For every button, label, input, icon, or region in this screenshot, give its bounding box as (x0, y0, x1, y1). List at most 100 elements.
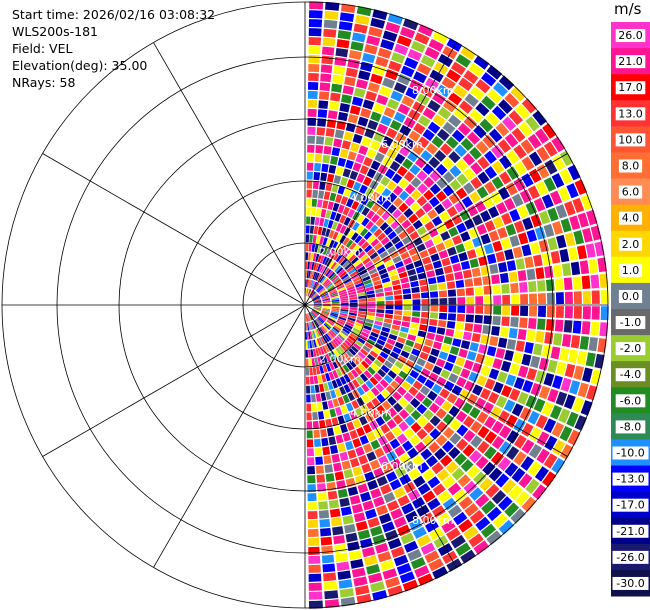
velocity-cell (306, 439, 314, 448)
colorbar-tick-label: 21.0 (618, 55, 643, 68)
velocity-cell (447, 354, 457, 364)
velocity-cell (374, 342, 384, 351)
velocity-cell (515, 258, 526, 270)
velocity-cell (360, 108, 372, 119)
velocity-cell (469, 258, 479, 268)
velocity-cell (311, 310, 319, 316)
velocity-cell (310, 292, 317, 299)
velocity-cell (328, 331, 336, 339)
velocity-cell (413, 122, 426, 135)
velocity-cell (455, 322, 465, 331)
velocity-cell (366, 315, 375, 320)
velocity-cell (317, 483, 327, 492)
velocity-cell (307, 466, 316, 475)
velocity-cell (313, 226, 319, 235)
velocity-cell (521, 156, 535, 171)
velocity-cell (311, 358, 316, 367)
velocity-cell (388, 333, 398, 341)
velocity-cell (340, 309, 349, 312)
velocity-cell (367, 366, 376, 376)
velocity-cell (511, 294, 520, 305)
velocity-cell (420, 85, 435, 98)
velocity-cell (317, 245, 322, 254)
velocity-cell (365, 508, 377, 520)
velocity-cell (568, 349, 579, 364)
velocity-cell (336, 267, 344, 275)
velocity-cell (355, 407, 364, 418)
velocity-cell (329, 329, 337, 337)
velocity-cell (533, 343, 543, 356)
velocity-cell (338, 21, 353, 31)
velocity-cell (368, 335, 378, 342)
velocity-cell (424, 379, 435, 389)
velocity-cell (552, 221, 564, 235)
velocity-cell (351, 399, 360, 410)
velocity-cell (339, 148, 349, 159)
velocity-cell (579, 260, 590, 275)
velocity-cell (513, 451, 527, 466)
velocity-cell (536, 318, 546, 331)
velocity-cell (323, 581, 338, 591)
velocity-cell (533, 398, 546, 413)
velocity-cell (317, 109, 328, 118)
velocity-cell (434, 203, 446, 215)
velocity-cell (308, 19, 323, 28)
velocity-cell (349, 296, 358, 301)
velocity-cell (396, 165, 408, 177)
velocity-cell (312, 253, 317, 262)
velocity-cell (356, 376, 365, 386)
velocity-cell (486, 253, 497, 265)
velocity-cell (306, 279, 308, 288)
velocity-cell (305, 243, 309, 252)
range-label: 6.00km (381, 460, 423, 473)
range-label: 8.00km (412, 514, 454, 527)
velocity-cell (324, 322, 332, 329)
velocity-cell (318, 316, 325, 323)
velocity-cell (376, 355, 386, 364)
velocity-cell (373, 324, 382, 330)
velocity-cell (470, 420, 483, 434)
velocity-cell (559, 168, 573, 185)
velocity-cell (328, 249, 335, 258)
velocity-cell (551, 457, 566, 474)
velocity-cell (380, 364, 390, 374)
velocity-cell (449, 254, 460, 264)
velocity-cell (441, 520, 456, 534)
velocity-cell (442, 413, 454, 426)
velocity-cell (346, 198, 354, 208)
velocity-cell (408, 130, 421, 142)
velocity-cell (369, 376, 379, 386)
velocity-cell (520, 456, 535, 471)
velocity-cell (308, 322, 311, 331)
velocity-cell (434, 395, 446, 407)
velocity-cell (348, 335, 356, 342)
velocity-cell (475, 140, 489, 155)
velocity-cell (425, 77, 440, 91)
velocity-cell (312, 189, 319, 199)
velocity-cell (331, 275, 339, 282)
velocity-cell (340, 344, 348, 352)
velocity-cell (493, 305, 502, 315)
velocity-cell (324, 464, 334, 474)
velocity-cell (313, 298, 321, 303)
velocity-cell (582, 367, 593, 383)
velocity-cell (491, 326, 500, 336)
velocity-cell (346, 350, 354, 359)
velocity-cell (306, 207, 311, 216)
velocity-cell (306, 331, 309, 340)
velocity-cell (415, 266, 425, 274)
velocity-cell (463, 359, 474, 370)
velocity-cell (326, 284, 334, 290)
velocity-cell (435, 163, 448, 176)
velocity-cell (435, 434, 448, 447)
velocity-cell (319, 275, 325, 283)
velocity-cell (385, 295, 394, 301)
velocity-cell (480, 72, 497, 87)
velocity-cell (361, 546, 376, 558)
velocity-cell (420, 368, 431, 378)
velocity-cell (348, 291, 357, 296)
velocity-cell (328, 499, 340, 509)
velocity-cell (471, 333, 481, 343)
velocity-cell (319, 181, 326, 191)
velocity-cell (484, 430, 497, 444)
